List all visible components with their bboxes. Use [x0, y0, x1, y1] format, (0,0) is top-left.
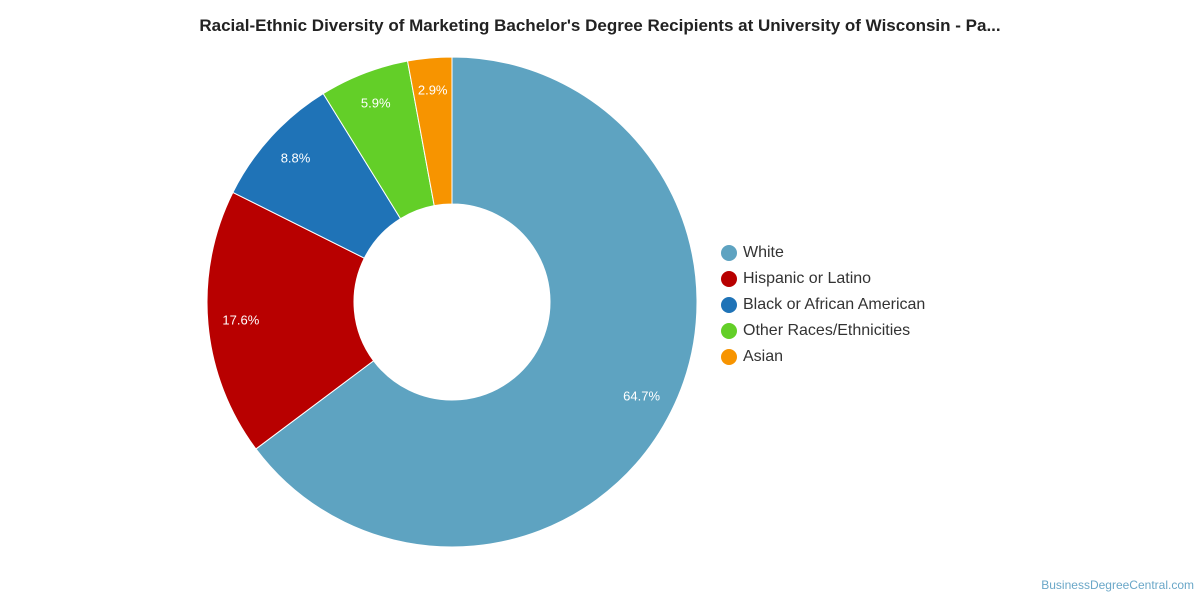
- legend-swatch-icon: [721, 245, 737, 261]
- legend-item-black-or-african-american[interactable]: Black or African American: [721, 292, 925, 318]
- chart-legend: White Hispanic or Latino Black or African …: [721, 240, 925, 370]
- legend-item-hispanic-or-latino[interactable]: Hispanic or Latino: [721, 266, 925, 292]
- slice-label-black-or-african-american: 8.8%: [281, 150, 311, 165]
- legend-label: Other Races/Ethnicities: [743, 322, 911, 339]
- legend-label: Asian: [743, 348, 784, 365]
- slice-labels-group: 64.7% 17.6% 8.8% 5.9% 2.9%: [222, 82, 660, 403]
- slice-label-asian: 2.9%: [418, 82, 448, 97]
- legend-swatch-icon: [721, 349, 737, 365]
- chart-title: Racial-Ethnic Diversity of Marketing Bac…: [199, 16, 1001, 35]
- source-credit-link[interactable]: BusinessDegreeCentral.com: [1041, 578, 1194, 592]
- legend-swatch-icon: [721, 297, 737, 313]
- legend-item-white[interactable]: White: [721, 240, 925, 266]
- legend-swatch-icon: [721, 323, 737, 339]
- legend-item-asian[interactable]: Asian: [721, 344, 925, 370]
- slice-label-hispanic-or-latino: 17.6%: [222, 312, 259, 327]
- slice-white[interactable]: [255, 56, 698, 548]
- slice-label-other-races-ethnicities: 5.9%: [361, 96, 391, 111]
- legend-label: Black or African American: [743, 296, 926, 313]
- slices-group: [206, 56, 698, 548]
- legend-label: Hispanic or Latino: [743, 270, 872, 287]
- legend-label: White: [743, 244, 784, 261]
- slice-label-white: 64.7%: [623, 388, 660, 403]
- slice-asian[interactable]: [406, 56, 453, 207]
- legend-item-other-races-ethnicities[interactable]: Other Races/Ethnicities: [721, 318, 925, 344]
- legend-swatch-icon: [721, 271, 737, 287]
- slice-hispanic-or-latino[interactable]: [206, 191, 375, 450]
